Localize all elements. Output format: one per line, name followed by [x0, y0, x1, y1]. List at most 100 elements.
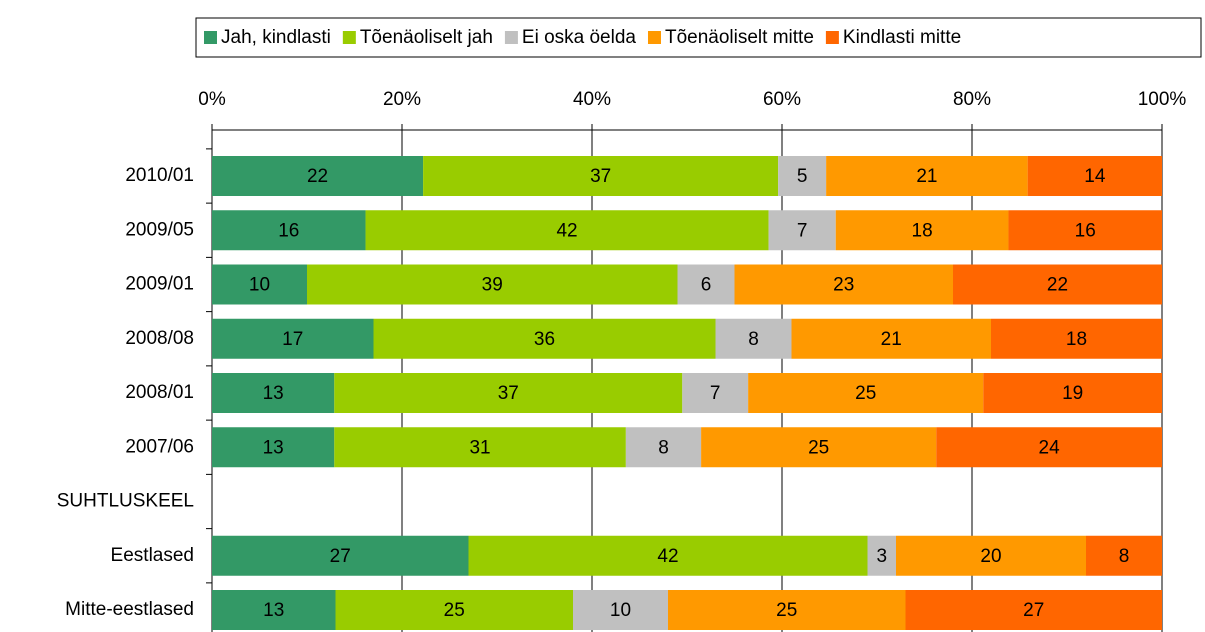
data-label: 18 [912, 220, 933, 241]
x-tick-label: 80% [953, 89, 991, 110]
data-label: 27 [1023, 600, 1044, 621]
bar-segment [625, 427, 702, 468]
data-label: 37 [590, 166, 611, 187]
data-label: 20 [980, 546, 1001, 567]
data-label: 31 [469, 437, 490, 458]
bar-segment [734, 264, 953, 305]
bar-segment [573, 590, 668, 630]
y-tick-label: 2008/08 [125, 328, 194, 349]
bar-segment [701, 427, 937, 468]
legend-swatch [204, 31, 217, 44]
y-tick-label: 2009/05 [125, 219, 194, 240]
bar-segment [896, 535, 1086, 576]
data-label: 8 [748, 329, 759, 350]
legend-label: Ei oska öelda [522, 27, 637, 48]
data-label: 19 [1062, 383, 1083, 404]
data-label: 17 [282, 329, 303, 350]
y-tick-label: Mitte-eestlased [65, 599, 194, 620]
bar-segment [835, 210, 1009, 251]
bar-segment [768, 210, 836, 251]
bar-segment [677, 264, 735, 305]
legend-label: Jah, kindlasti [221, 27, 331, 48]
bar-segment [791, 318, 991, 359]
bar-segment [1027, 156, 1162, 196]
y-tick-label: Eestlased [111, 545, 194, 566]
bar-segment [715, 318, 792, 359]
data-label: 27 [330, 546, 351, 567]
data-label: 16 [1075, 220, 1096, 241]
bar-segment [905, 590, 1162, 630]
y-tick-label: 2009/01 [125, 274, 194, 295]
data-label: 8 [1119, 546, 1130, 567]
legend-swatch [647, 31, 661, 44]
x-tick-label: 100% [1138, 89, 1187, 110]
data-label: 25 [855, 383, 876, 404]
bar-segment [1008, 210, 1162, 251]
data-label: 25 [776, 600, 797, 621]
legend-label: Tõenäoliselt mitte [665, 27, 814, 48]
data-label: 39 [482, 275, 503, 296]
legend-swatch [825, 31, 839, 44]
data-label: 10 [249, 275, 270, 296]
data-label: 21 [916, 166, 937, 187]
data-label: 37 [498, 383, 519, 404]
bar-segment [423, 156, 779, 196]
data-label: 42 [556, 220, 577, 241]
bar-segment [212, 590, 336, 630]
bar-segment [953, 264, 1162, 305]
data-label: 13 [263, 383, 284, 404]
x-tick-label: 40% [573, 89, 611, 110]
bar-segment [212, 210, 366, 251]
bar-segment [307, 264, 678, 305]
legend-box [195, 17, 1202, 58]
data-label: 22 [307, 166, 328, 187]
data-label: 13 [263, 600, 284, 621]
bar-segment [682, 373, 749, 413]
data-label: 25 [808, 437, 829, 458]
y-tick-label: 2007/06 [125, 436, 194, 457]
data-label: 7 [797, 220, 808, 241]
data-label: 5 [797, 166, 808, 187]
bar-segment [335, 590, 573, 630]
data-label: 14 [1084, 166, 1106, 187]
bar-segment [373, 318, 716, 359]
bar-segment [468, 535, 868, 576]
bar-segment [936, 427, 1162, 468]
bar-segment [212, 373, 335, 413]
x-tick-label: 20% [383, 89, 421, 110]
y-tick-label: 2010/01 [125, 165, 194, 186]
x-tick-label: 0% [198, 89, 226, 110]
data-label: 7 [710, 383, 721, 404]
y-tick-label: 2008/01 [125, 382, 194, 403]
bar-segment [212, 318, 374, 359]
bar-segment [778, 156, 827, 196]
data-label: 3 [876, 546, 887, 567]
data-label: 13 [263, 437, 284, 458]
bar-segment [334, 373, 683, 413]
bar-segment [365, 210, 769, 251]
bar-segment [334, 427, 626, 468]
data-label: 16 [278, 220, 299, 241]
bar-segment [212, 427, 335, 468]
bar-segment [991, 318, 1162, 359]
data-label: 24 [1039, 437, 1061, 458]
data-label: 21 [881, 329, 902, 350]
legend-label: Tõenäoliselt jah [360, 27, 493, 48]
bar-segment [983, 373, 1162, 413]
data-label: 23 [833, 275, 854, 296]
bar-segment [212, 156, 424, 196]
bar-segment [867, 535, 896, 576]
data-label: 6 [701, 275, 712, 296]
legend-swatch [504, 31, 518, 44]
data-label: 18 [1066, 329, 1087, 350]
bar-segment [1086, 535, 1162, 576]
x-tick-label: 60% [763, 89, 801, 110]
bar-segment [668, 590, 906, 630]
data-label: 42 [657, 546, 678, 567]
y-tick-label: SUHTLUSKEEL [57, 491, 194, 512]
data-label: 25 [444, 600, 465, 621]
bar-segment [212, 264, 307, 305]
data-label: 22 [1047, 275, 1068, 296]
